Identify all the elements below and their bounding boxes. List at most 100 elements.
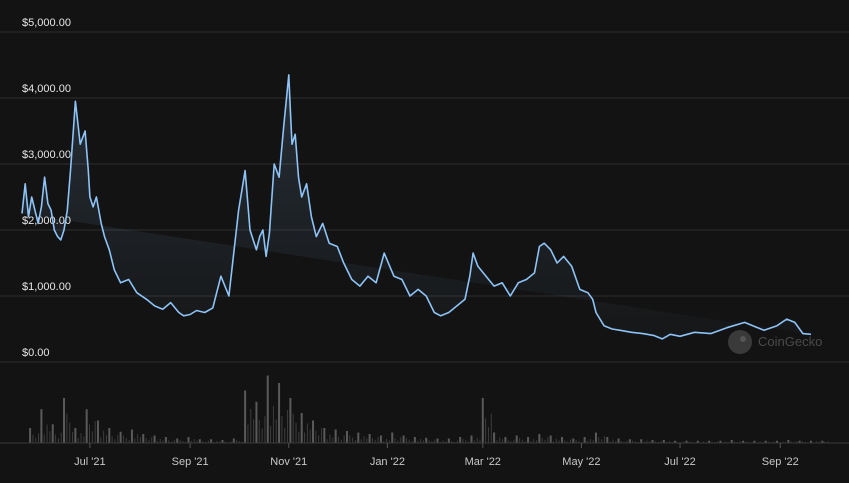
volume-bar: [654, 441, 656, 443]
coingecko-logo-icon: [728, 330, 752, 354]
volume-bar: [349, 435, 351, 443]
volume-bar: [134, 438, 136, 443]
volume-bar: [609, 441, 611, 443]
volume-bar: [379, 435, 382, 443]
volume-bar: [734, 441, 736, 443]
volume-bar: [691, 441, 693, 443]
volume-bar: [371, 438, 373, 443]
volume-bar: [425, 437, 428, 443]
volume-bar: [768, 441, 770, 443]
volume-bar: [499, 437, 501, 443]
volume-bar: [49, 431, 51, 443]
volume-bar: [558, 440, 560, 443]
volume-bar: [374, 439, 376, 443]
volume-bar: [502, 439, 504, 443]
volume-bar: [402, 435, 405, 443]
volume-bar: [677, 441, 679, 443]
volume-bar: [400, 437, 402, 443]
volume-bar: [298, 431, 300, 443]
volume-bar: [439, 441, 441, 443]
volume-bar: [281, 416, 283, 443]
volume-bar: [705, 441, 707, 443]
volume-bar: [640, 439, 643, 443]
volume-bar: [776, 440, 779, 443]
volume-bar: [748, 441, 750, 443]
volume-bar: [352, 437, 354, 443]
volume-bar: [142, 434, 145, 443]
volume-bar: [46, 424, 48, 443]
volume-bar: [312, 420, 315, 443]
volume-bar: [544, 439, 546, 443]
volume-bar: [255, 401, 258, 443]
volume-bar: [809, 440, 812, 443]
volume-bar: [753, 440, 756, 443]
volume-bar: [323, 428, 326, 443]
volume-bar: [193, 439, 195, 443]
volume-bar: [51, 424, 54, 443]
volume-bar: [601, 439, 603, 443]
volume-bar: [318, 435, 320, 443]
volume-bar: [657, 441, 659, 443]
volume-bar: [730, 440, 733, 443]
volume-bar: [515, 435, 518, 443]
volume-bar: [408, 439, 410, 443]
volume-bar: [105, 435, 107, 443]
volume-bar: [148, 439, 150, 443]
volume-bar: [507, 440, 509, 443]
volume-bar: [173, 439, 175, 443]
volume-bar: [683, 441, 685, 443]
volume-bar: [742, 440, 745, 443]
volume-bar: [490, 413, 492, 443]
volume-bar: [119, 431, 122, 443]
volume-bar: [685, 440, 688, 443]
volume-bar: [606, 437, 609, 443]
volume-bar: [519, 438, 521, 443]
volume-bar: [413, 437, 416, 443]
volume-bar: [397, 440, 399, 443]
volume-bar: [762, 441, 764, 443]
volume-bar: [244, 390, 247, 443]
volume-bar: [422, 440, 424, 443]
volume-bar: [89, 424, 90, 443]
volume-bar: [185, 441, 187, 443]
volume-bar: [366, 438, 368, 443]
volume-bar: [55, 434, 57, 443]
x-tick-label: Mar '22: [465, 456, 501, 468]
volume-bar: [456, 440, 458, 443]
volume-bar: [326, 439, 328, 443]
volume-bar: [555, 438, 557, 443]
volume-bar: [459, 437, 462, 443]
volume-bar: [125, 437, 127, 443]
volume-bar: [632, 440, 634, 443]
volume-bar: [114, 439, 116, 443]
volume-bar: [258, 420, 260, 443]
volume-bar: [790, 441, 792, 443]
volume-bar: [391, 432, 394, 443]
volume-bar: [145, 438, 147, 443]
volume-bar: [219, 441, 221, 443]
volume-bar: [295, 422, 297, 443]
volume-bar: [434, 439, 436, 443]
volume-bar: [100, 437, 102, 443]
volume-bar: [823, 441, 825, 443]
volume-bar: [216, 440, 218, 443]
volume-bar: [787, 440, 790, 443]
x-tick-label: Nov '21: [270, 456, 307, 468]
volume-bar: [190, 440, 192, 443]
volume-bar: [241, 441, 243, 443]
volume-bar: [493, 432, 496, 443]
volume-bar: [473, 440, 475, 443]
volume-bar: [804, 441, 806, 443]
volume-bar: [739, 441, 741, 443]
volume-bar: [176, 438, 179, 443]
volume-bar: [304, 432, 306, 443]
volume-bar: [572, 438, 575, 443]
volume-bar: [411, 441, 413, 443]
volume-bar: [405, 438, 407, 443]
volume-bar: [363, 436, 365, 443]
volume-bar: [69, 422, 71, 443]
volume-bar: [719, 440, 722, 443]
volume-bar: [289, 398, 292, 443]
volume-bar: [538, 434, 541, 443]
volume-bar: [270, 426, 272, 443]
